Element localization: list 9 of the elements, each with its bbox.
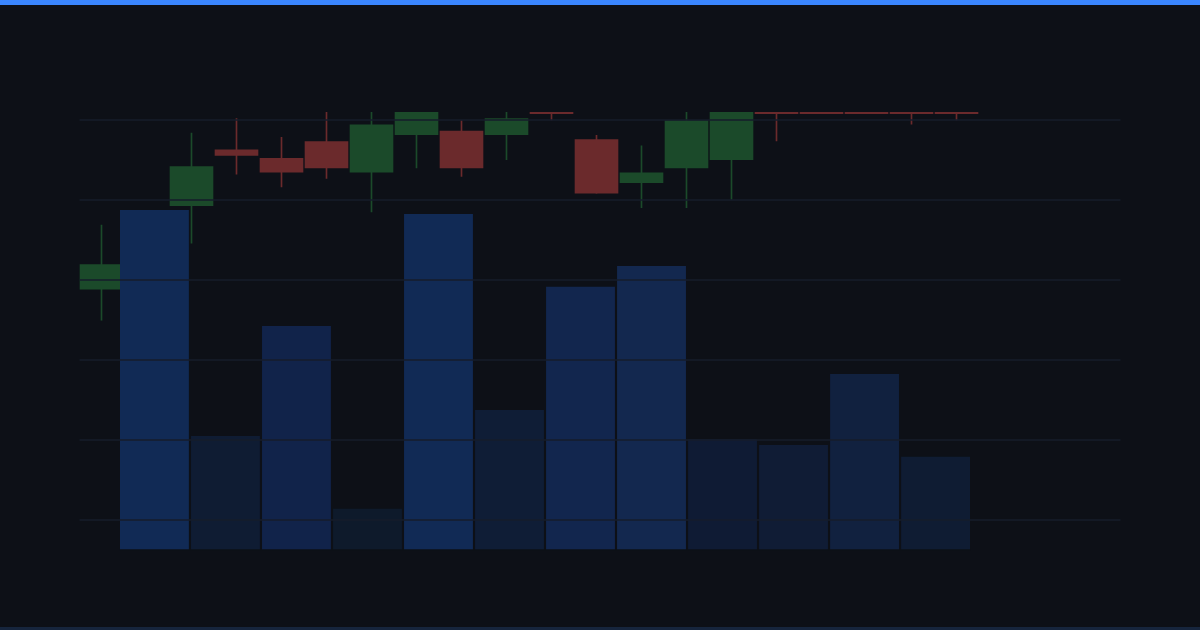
- bar: [404, 214, 473, 550]
- bar: [830, 373, 899, 550]
- candlestick: [214, 117, 259, 176]
- candlestick: [754, 112, 799, 143]
- candlestick: [619, 144, 664, 209]
- bar: [617, 266, 686, 550]
- bar: [262, 325, 331, 550]
- bar: [546, 286, 615, 550]
- bar: [120, 210, 189, 550]
